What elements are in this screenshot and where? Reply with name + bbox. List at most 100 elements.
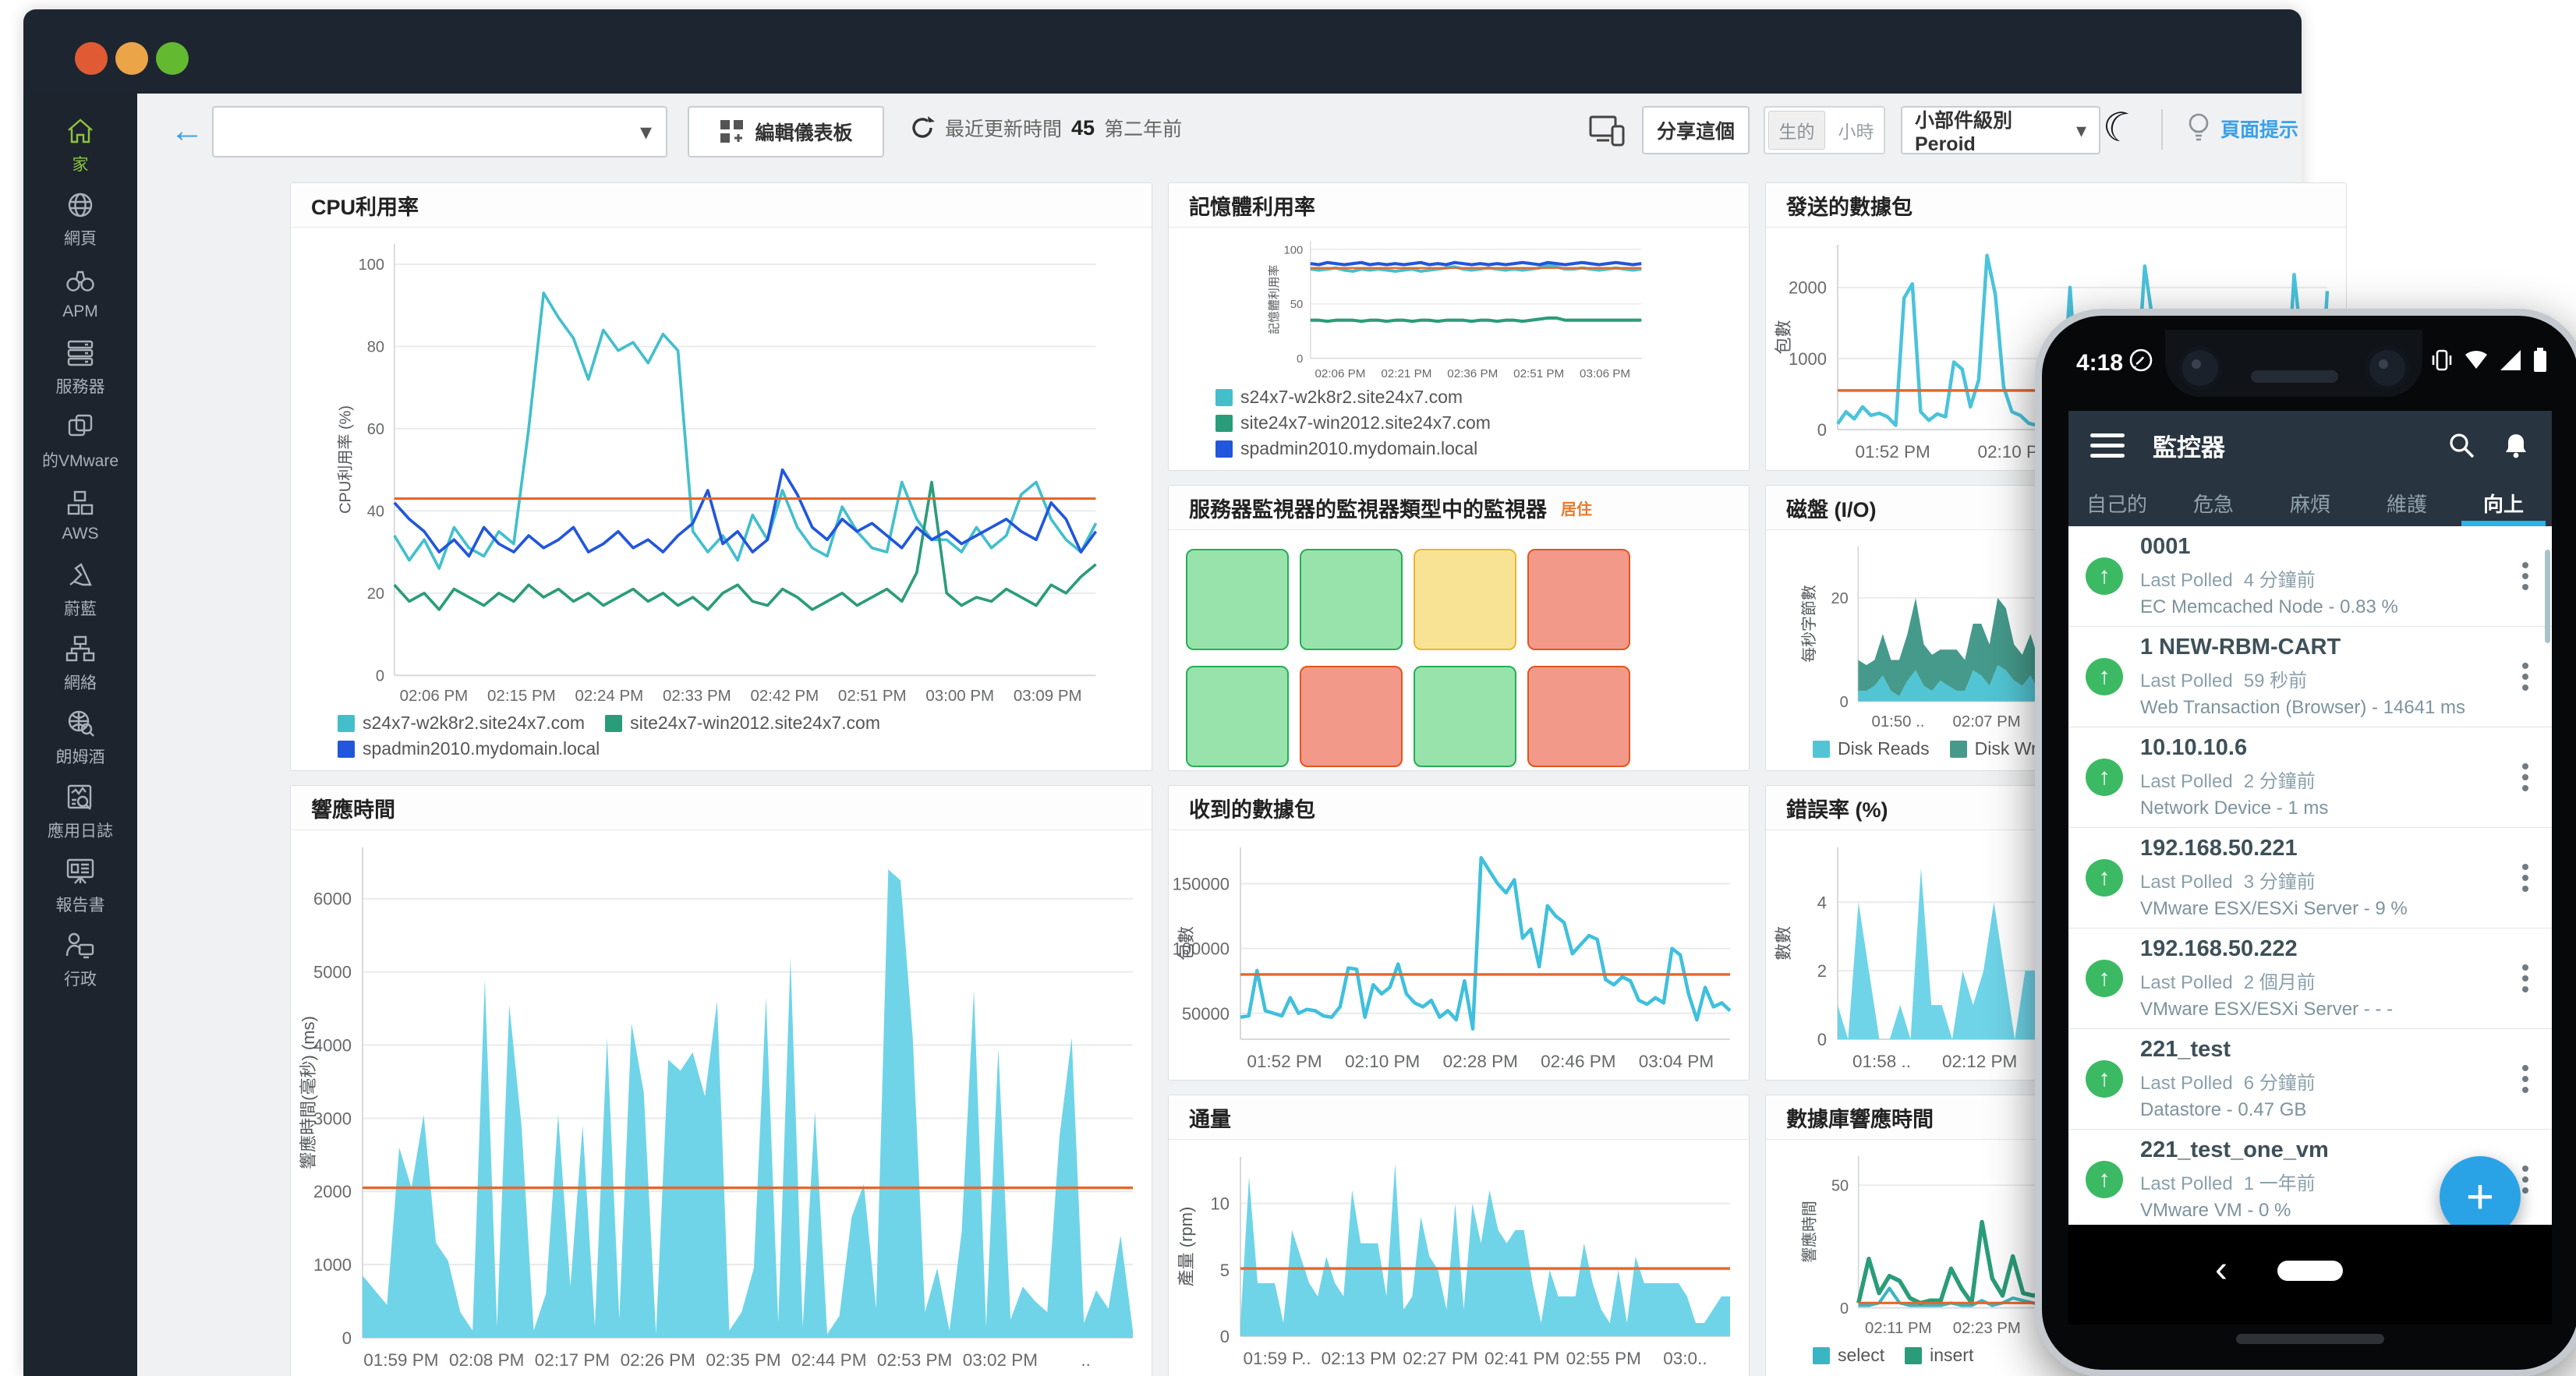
sidebar-item-網絡[interactable]: 網絡 — [23, 629, 137, 698]
legend-item[interactable]: s24x7-w2k8r2.site24x7.com — [1215, 387, 1463, 408]
window-minimize-button[interactable] — [115, 42, 148, 75]
legend-item[interactable]: spadmin2010.mydomain.local — [1215, 438, 1477, 459]
sidebar-item-的VMware[interactable]: 的VMware — [23, 407, 137, 476]
toggle-raw[interactable]: 生的 — [1768, 111, 1825, 150]
svg-text:記憶體利用率: 記憶體利用率 — [1268, 264, 1281, 334]
hamburger-menu-icon[interactable] — [2090, 433, 2125, 458]
scrollbar[interactable] — [2545, 550, 2550, 643]
rum-globe-search-icon — [68, 710, 94, 737]
monitor-tile-critical[interactable] — [1527, 549, 1630, 650]
chevron-down-icon: ▾ — [639, 119, 652, 145]
monitor-list-item[interactable]: ↑ 0001 Last Polled 4 分鐘前 EC Memcached Node -… — [2068, 526, 2552, 627]
sidebar-item-服務器[interactable]: 服務器 — [23, 333, 137, 401]
refresh-icon[interactable] — [909, 115, 936, 141]
legend-item[interactable]: spadmin2010.mydomain.local — [338, 738, 600, 759]
nav-home-pill[interactable] — [2277, 1261, 2343, 1281]
memory-utilization-chart[interactable]: 0 50 100 02:06 PM 02:21 PM 02:36 PM 02:51 PM 03… — [1172, 232, 1741, 384]
kebab-menu-icon[interactable] — [2510, 864, 2541, 892]
monitor-tile-critical[interactable] — [1300, 666, 1403, 767]
devices-icon[interactable] — [1589, 114, 1626, 148]
share-button[interactable]: 分享這個 — [1642, 106, 1750, 154]
page-tip[interactable]: 頁面提示 — [2185, 112, 2298, 145]
kebab-menu-icon[interactable] — [2510, 763, 2541, 791]
network-icon — [65, 635, 95, 662]
legend-item[interactable]: insert — [1905, 1345, 1973, 1366]
search-icon[interactable] — [2447, 431, 2475, 459]
add-monitor-fab[interactable]: + — [2440, 1156, 2521, 1237]
monitor-tile-up[interactable] — [1414, 666, 1516, 767]
monitor-detail: Datastore - 0.47 GB — [2140, 1099, 2307, 1120]
cpu-utilization-chart[interactable]: 0 20 40 60 80 100 02:06 PM 02:15 PM 02:24 PM 02:3… — [294, 232, 1144, 709]
sidebar-item-家[interactable]: 家 — [23, 111, 137, 179]
response-time-chart[interactable]: 0 1000 2000 3000 4000 5000 6000 01:59 PM 02:08 P… — [294, 835, 1144, 1375]
last-update-status: 最近更新時間 45 第二年前 — [909, 114, 1182, 142]
toggle-hour[interactable]: 小時 — [1838, 122, 1874, 142]
svg-text:2000: 2000 — [313, 1182, 352, 1201]
kebab-menu-icon[interactable] — [2510, 1166, 2541, 1194]
card-cpu-utilization: CPU利用率 0 20 40 60 80 100 02:06 PM 02:15 PM 02:24… — [290, 182, 1152, 771]
front-camera-icon — [2365, 345, 2410, 391]
phone-nav-bar: ‹ — [2068, 1225, 2552, 1325]
legend-item[interactable]: s24x7-w2k8r2.site24x7.com — [338, 713, 585, 734]
back-arrow-icon[interactable]: ← — [170, 111, 204, 150]
sidebar-item-朗姆酒[interactable]: 朗姆酒 — [23, 703, 137, 772]
monitor-list-item[interactable]: ↑ 192.168.50.222 Last Polled 2 個月前 VMware ES… — [2068, 929, 2552, 1029]
svg-text:包數: 包數 — [1774, 320, 1793, 354]
monitor-list-item[interactable]: ↑ 221_test Last Polled 6 分鐘前 Datastore - 0.4… — [2068, 1029, 2552, 1130]
svg-text:02:51 PM: 02:51 PM — [838, 687, 907, 705]
svg-text:02:17 PM: 02:17 PM — [535, 1350, 610, 1370]
sidebar-item-網頁[interactable]: 網頁 — [23, 185, 137, 253]
monitor-tile-critical[interactable] — [1527, 666, 1630, 767]
phone-tab-麻煩[interactable]: 麻煩 — [2289, 492, 2330, 516]
monitor-tile-trouble[interactable] — [1414, 549, 1516, 650]
monitor-list-item[interactable]: ↑ 192.168.50.221 Last Polled 3 分鐘前 VMware ES… — [2068, 828, 2552, 929]
monitor-list-item[interactable]: ↑ 1 NEW-RBM-CART Last Polled 59 秒前 Web Trans… — [2068, 627, 2552, 727]
svg-text:響應時間: 響應時間 — [1801, 1201, 1819, 1262]
svg-text:02:24 PM: 02:24 PM — [575, 687, 644, 705]
app-window: 家網頁 APM 服務器 的VMware AWS 蔚藍 網絡 朗姆酒 應用日誌 報告書 行政 ← ▾ … — [23, 9, 2347, 1376]
window-close-button[interactable] — [75, 42, 108, 75]
monitor-list-item[interactable]: ↑ 10.10.10.6 Last Polled 2 分鐘前 Network Devic… — [2068, 727, 2552, 828]
kebab-menu-icon[interactable] — [2510, 964, 2541, 992]
kebab-menu-icon[interactable] — [2510, 1065, 2541, 1093]
home-icon — [68, 118, 93, 143]
monitor-detail: Web Transaction (Browser) - 14641 ms — [2140, 697, 2466, 718]
monitor-tile-up[interactable] — [1300, 549, 1403, 650]
sidebar-item-蔚藍[interactable]: 蔚藍 — [23, 555, 137, 624]
bell-icon[interactable] — [2502, 431, 2530, 459]
phone-tab-向上[interactable]: 向上 — [2455, 479, 2552, 526]
svg-text:01:59 PM: 01:59 PM — [363, 1350, 438, 1370]
monitor-tile-up[interactable] — [1186, 549, 1289, 650]
nav-back-icon[interactable]: ‹ — [2215, 1249, 2227, 1290]
sidebar-item-應用日誌[interactable]: 應用日誌 — [23, 777, 137, 846]
sidebar-item-APM[interactable]: APM — [23, 259, 137, 327]
svg-text:03:06 PM: 03:06 PM — [1580, 367, 1630, 380]
packets-received-chart[interactable]: 50000 100000 150000 01:52 PM 02:10 PM 02:28 P… — [1172, 835, 1741, 1077]
svg-text:100: 100 — [1283, 244, 1303, 256]
phone-tab-維護[interactable]: 維護 — [2386, 492, 2427, 516]
window-zoom-button[interactable] — [156, 42, 189, 75]
legend-item[interactable]: site24x7-win2012.site24x7.com — [605, 713, 880, 734]
legend-item[interactable]: Disk Reads — [1813, 738, 1930, 759]
legend-item[interactable]: site24x7-win2012.site24x7.com — [1215, 412, 1491, 433]
phone-tab-危急[interactable]: 危急 — [2192, 492, 2234, 516]
sidebar-item-行政[interactable]: 行政 — [23, 925, 137, 994]
dashboard-select[interactable]: ▾ — [212, 106, 667, 157]
monitor-list-item[interactable]: ↑ 221_test_one_vm Last Polled 1 一年前 VMware V… — [2068, 1130, 2552, 1225]
svg-text:01:58 ..: 01:58 .. — [1852, 1052, 1911, 1071]
monitor-tile-up[interactable] — [1186, 666, 1289, 767]
phone-tab-自己的[interactable]: 自己的 — [2086, 492, 2147, 516]
widget-period-dropdown[interactable]: 小部件級別 Peroid ▾ — [1901, 106, 2100, 155]
svg-text:02:53 PM: 02:53 PM — [877, 1350, 952, 1370]
svg-text:0: 0 — [376, 668, 384, 685]
legend-item[interactable]: select — [1813, 1345, 1884, 1366]
sidebar-item-AWS[interactable]: AWS — [23, 481, 137, 550]
sidebar-item-報告書[interactable]: 報告書 — [23, 851, 137, 920]
edit-dashboard-button[interactable]: 編輯儀表板 — [688, 106, 884, 157]
dark-mode-moon-icon[interactable]: ☾ — [2096, 101, 2145, 155]
raw-hour-toggle: 生的 小時 — [1764, 106, 1885, 154]
kebab-menu-icon[interactable] — [2510, 663, 2541, 691]
throughput-chart[interactable]: 0 5 10 01:59 P.. 02:13 PM 02:27 PM 02:41 PM 02:… — [1172, 1144, 1741, 1374]
kebab-menu-icon[interactable] — [2510, 562, 2541, 590]
